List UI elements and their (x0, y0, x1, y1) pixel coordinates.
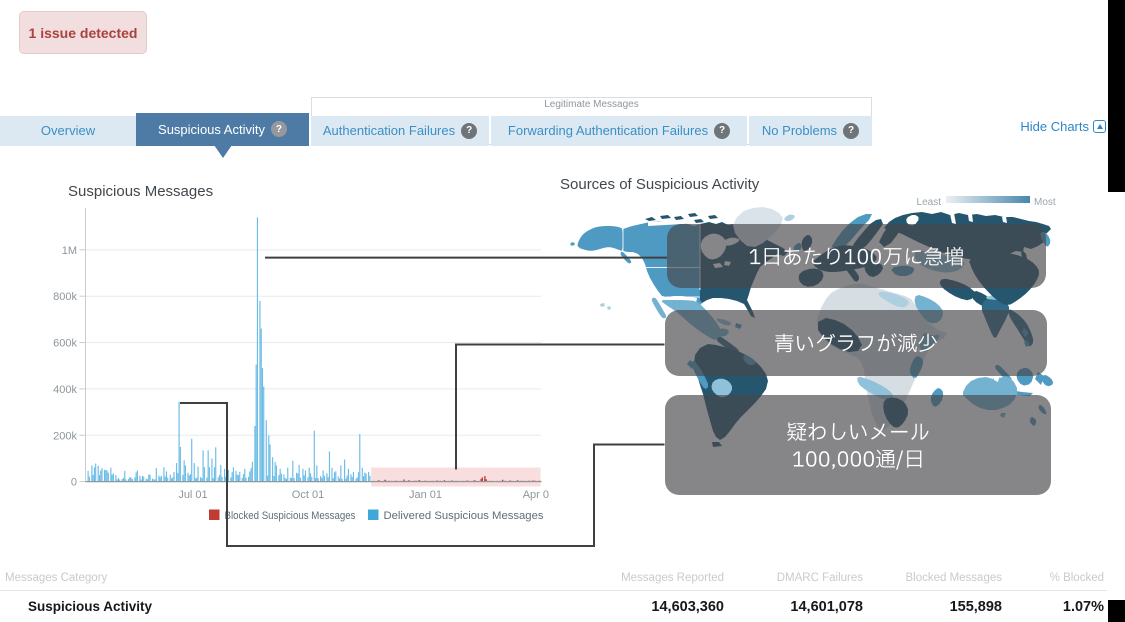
y-tick-label: 0 (71, 477, 77, 489)
callout-box-2 (664, 310, 1047, 376)
y-tick-label: 200k (53, 430, 77, 442)
map-region-bolivia-paraguay (711, 378, 732, 398)
x-tick-label: Oct 01 (292, 489, 324, 501)
map-region-lena-gulf (1002, 216, 1007, 223)
table-cell-blocked-messages: 155,898 (949, 599, 1002, 615)
redaction-bar-top-right (1108, 0, 1125, 192)
callout-box-3 (664, 394, 1051, 495)
map-region-arctic-islands (645, 213, 718, 228)
help-icon[interactable]: ? (714, 122, 731, 139)
map-region-alaska (570, 226, 632, 264)
chart-axes (79, 208, 542, 483)
callout-3-text (786, 422, 929, 470)
map-legend-gradient (946, 196, 1030, 203)
tab-authentication-failures-label: Authentication Failures (322, 123, 456, 139)
map-region-ob-gulf (950, 213, 956, 224)
connector-line-3 (180, 402, 665, 547)
tab-forwarding-authentication-failures[interactable]: Forwarding Authentication Failures ? (491, 116, 747, 146)
callout-3-text-line-1-glyphs (786, 422, 929, 441)
delivered-legend-swatch[interactable] (368, 509, 379, 521)
collapse-charts-icon (1093, 120, 1106, 133)
y-tick-label: 400k (53, 384, 77, 396)
legitimate-messages-group-label: Legitimate Messages (544, 99, 639, 110)
tab-authentication-failures[interactable]: Authentication Failures ? (311, 116, 489, 146)
map-region-iceland (784, 214, 795, 221)
delivered-legend-label[interactable]: Delivered Suspicious Messages (384, 510, 544, 522)
table-header-blocked-messages: Blocked Messages (905, 572, 1002, 584)
redaction-bar-bottom-right (1108, 600, 1125, 622)
tab-no-problems[interactable]: No Problems ? (749, 116, 872, 146)
table-divider (0, 590, 1107, 591)
chart-legend: Blocked Suspicious Messages Delivered Su… (209, 509, 544, 522)
help-icon[interactable]: ? (461, 122, 478, 139)
x-axis-labels: Jul 01 Oct 01 Jan 01 Apr 0 (178, 489, 549, 501)
help-icon[interactable]: ? (843, 122, 860, 139)
map-region-white-sea (906, 215, 919, 226)
blocked-legend-swatch[interactable] (209, 509, 220, 521)
map-region-hawaii (600, 303, 611, 310)
x-tick-label: Jan 01 (409, 489, 442, 501)
hide-charts-link[interactable]: Hide Charts (1020, 119, 1106, 134)
y-tick-label: 600k (53, 338, 77, 350)
tab-suspicious-activity-label: Suspicious Activity (158, 121, 265, 137)
table-cell-dmarc-failures: 14,601,078 (790, 599, 863, 615)
table-cell-pct-blocked: 1.07% (1062, 599, 1104, 615)
table-row-category[interactable]: Suspicious Activity (28, 599, 153, 614)
help-icon[interactable]: ? (270, 121, 287, 137)
suspicious-messages-chart: 0 200k 400k 600k 800k 1M Jul 01 Oct 01 J… (53, 208, 549, 522)
table-header-messages-reported: Messages Reported (621, 572, 724, 584)
map-region-new-guinea (1041, 375, 1054, 387)
table-cell-messages-reported: 14,603,360 (651, 599, 724, 615)
hide-charts-label: Hide Charts (1020, 119, 1089, 134)
callout-3-text-line-2-glyphs (792, 449, 921, 470)
map-legend-least-label: Least (916, 197, 941, 208)
tab-overview-label: Overview (40, 123, 96, 139)
tab-overview[interactable]: Overview (0, 116, 136, 146)
callout-1-text-glyphs (749, 246, 963, 266)
callout-2-text (774, 333, 937, 353)
callout-2-text-glyphs (774, 333, 937, 353)
callout-box-1 (667, 223, 1046, 288)
map-region-yenisei-gulf (968, 214, 973, 222)
delivered-bars-series (87, 217, 371, 482)
table-header-messages-category: Messages Category (5, 572, 108, 584)
y-axis-labels: 0 200k 400k 600k 800k 1M (53, 245, 77, 489)
map-region-egypt-libya (878, 291, 909, 308)
map-region-arctic-channels (648, 212, 700, 226)
map-region-carpentaria (993, 374, 1000, 382)
issues-detected-badge[interactable]: 1 issue detected (19, 11, 147, 54)
blocked-legend-label[interactable]: Blocked Suspicious Messages (225, 510, 356, 522)
y-tick-label: 1M (62, 245, 77, 257)
map-legend-most-label: Most (1034, 197, 1056, 208)
active-tab-pointer (214, 145, 232, 158)
tab-suspicious-activity[interactable]: Suspicious Activity ? (136, 112, 309, 146)
table-header-pct-blocked: % Blocked (1049, 572, 1104, 584)
tab-forwarding-authentication-failures-label: Forwarding Authentication Failures (507, 123, 709, 139)
x-tick-label: Jul 01 (178, 489, 207, 501)
y-tick-label: 800k (53, 291, 77, 303)
chart-title: Suspicious Messages (68, 183, 214, 200)
map-title: Sources of Suspicious Activity (560, 176, 760, 193)
connector-line-2 (455, 343, 665, 470)
tab-no-problems-label: No Problems (761, 123, 838, 139)
x-tick-label: Apr 0 (523, 489, 549, 501)
chart-gridlines (86, 249, 541, 436)
callout-1-text (749, 246, 963, 266)
map-region-angola-zambia (857, 376, 893, 400)
table-header-dmarc-failures: DMARC Failures (776, 572, 863, 584)
